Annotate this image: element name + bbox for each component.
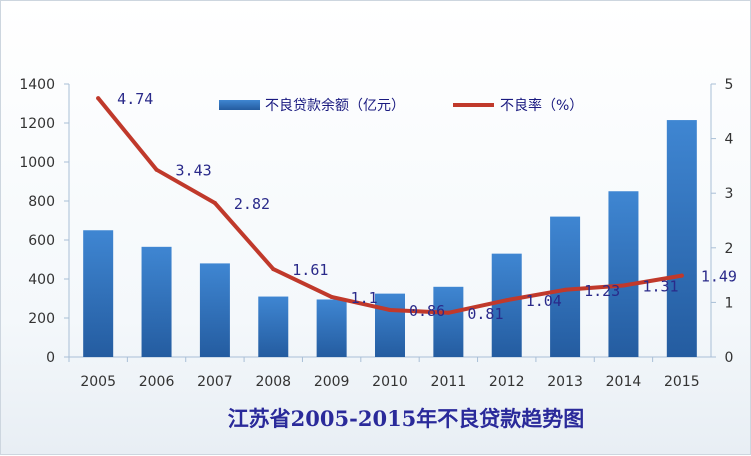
- bar: [83, 230, 114, 357]
- x-tick-label: 2011: [431, 374, 467, 390]
- rate-data-label: 3.43: [176, 162, 212, 180]
- rate-point: [621, 283, 626, 288]
- bar: [316, 299, 347, 357]
- y-left-tick-label: 1400: [19, 77, 55, 93]
- rate-point: [504, 298, 509, 303]
- y-left-tick-label: 0: [46, 350, 55, 366]
- rate-data-label: 1.23: [584, 282, 620, 300]
- x-tick-label: 2013: [547, 374, 583, 390]
- rate-point: [388, 308, 392, 313]
- legend: 不良贷款余额（亿元） 不良率（%）: [219, 97, 583, 114]
- x-tick-label: 2010: [372, 374, 408, 390]
- y-right-tick-label: 0: [725, 350, 734, 366]
- rate-data-label: 1.31: [642, 277, 678, 295]
- bar: [433, 286, 464, 357]
- y-right-tick-label: 3: [725, 186, 734, 202]
- rate-data-label: 0.86: [409, 302, 445, 320]
- y-left-tick-label: 600: [28, 233, 55, 249]
- legend-line-label: 不良率（%）: [500, 97, 583, 114]
- y-right-tick-label: 2: [725, 241, 734, 257]
- x-tick-label: 2015: [664, 374, 700, 390]
- y-left-tick-label: 400: [28, 272, 55, 288]
- bar: [141, 246, 172, 357]
- bar: [258, 296, 289, 357]
- rate-point: [563, 287, 568, 292]
- rate-data-label: 1.04: [526, 292, 562, 310]
- rate-point: [271, 267, 276, 272]
- rate-point: [679, 273, 684, 278]
- x-tick-label: 2014: [606, 374, 642, 390]
- y-left-tick-label: 800: [28, 194, 55, 210]
- bar: [199, 263, 230, 357]
- bar: [491, 253, 522, 357]
- rate-data-label: 0.81: [467, 305, 503, 323]
- rate-point: [446, 310, 451, 315]
- rate-point: [212, 201, 217, 206]
- y-left-tick-label: 1200: [19, 116, 55, 132]
- bar: [608, 191, 639, 357]
- y-right-tick-label: 4: [725, 132, 734, 148]
- rate-line: [96, 96, 684, 315]
- bar: [666, 120, 697, 357]
- y-left-tick-label: 200: [28, 311, 55, 327]
- rate-data-label: 1.1: [351, 289, 378, 307]
- x-tick-label: 2007: [197, 374, 233, 390]
- x-tick-label: 2012: [489, 374, 525, 390]
- bar: [375, 293, 405, 357]
- rate-data-label: 2.82: [234, 195, 270, 213]
- x-tick-label: 2006: [139, 374, 175, 390]
- rate-point: [329, 294, 334, 299]
- x-tick-label: 2009: [314, 374, 350, 390]
- y-right-tick-label: 5: [725, 77, 734, 93]
- y-right-tick-label: 1: [725, 295, 734, 311]
- rate-point: [96, 96, 101, 101]
- legend-bar-swatch: [219, 100, 260, 110]
- rate-data-label: 4.74: [117, 90, 153, 108]
- chart-title: 江苏省2005-2015年不良贷款趋势图: [228, 406, 585, 431]
- rate-point: [154, 167, 159, 172]
- x-tick-label: 2005: [80, 374, 116, 390]
- rate-data-label: 1.49: [701, 268, 737, 286]
- y-left-tick-label: 1000: [19, 155, 55, 171]
- x-tick-label: 2008: [255, 374, 291, 390]
- legend-bar-label: 不良贷款余额（亿元）: [265, 97, 405, 114]
- rate-data-label: 1.61: [292, 261, 328, 279]
- bar: [550, 216, 581, 357]
